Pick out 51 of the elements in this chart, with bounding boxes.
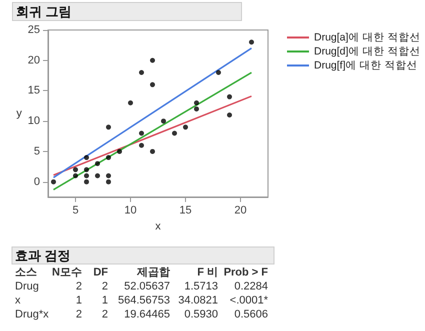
point	[95, 161, 100, 166]
point	[51, 179, 56, 184]
point	[84, 167, 89, 172]
point	[106, 155, 111, 160]
text: 소스 N모수 DF 제곱합 F 비 Prob > F	[15, 266, 268, 278]
point	[227, 112, 232, 118]
text: 효과 검정	[15, 248, 71, 263]
y-tick-label: 15	[28, 84, 40, 97]
point	[150, 58, 155, 63]
point	[73, 167, 78, 172]
point	[227, 94, 232, 100]
x-axis-title: x	[155, 220, 162, 232]
point	[106, 124, 111, 130]
point	[84, 155, 89, 160]
point	[139, 130, 144, 136]
point	[117, 148, 122, 154]
point	[95, 173, 100, 178]
x-tick-label: 15	[179, 204, 192, 216]
point	[84, 179, 89, 184]
point	[84, 173, 89, 178]
y-tick-label: 0	[34, 176, 40, 188]
x-tick-label: 5	[72, 204, 79, 216]
point	[139, 70, 144, 76]
point	[172, 130, 177, 136]
point	[73, 173, 78, 178]
y-axis-title: y	[16, 108, 22, 120]
point	[128, 100, 133, 106]
text: Drug 2 2 52.05637 1.5713 0.2284	[15, 280, 268, 292]
point	[194, 106, 199, 112]
chart-title: 회귀 그림	[16, 4, 72, 19]
text: Drug*x 2 2 19.64465 0.5930 0.5606	[15, 308, 268, 320]
point	[139, 142, 144, 148]
point	[161, 118, 166, 124]
point	[106, 179, 111, 184]
point	[249, 40, 254, 45]
point	[150, 82, 155, 88]
legend-label: Drug[d]에 대한 적합선	[314, 46, 420, 58]
y-tick-label: 5	[34, 145, 40, 158]
x-tick-label: 20	[234, 204, 247, 216]
point	[194, 100, 199, 106]
y-tick-label: 20	[28, 54, 40, 66]
y-tick-label: 25	[28, 24, 40, 36]
legend-label: Drug[a]에 대한 적합선	[314, 32, 420, 44]
text: x 1 1 564.56753 34.0821 <.0001*	[15, 294, 268, 306]
point	[216, 70, 221, 76]
legend-label: Drug[f]에 대한 적합선	[314, 60, 418, 72]
point	[150, 148, 155, 154]
point	[183, 124, 188, 130]
y-tick-label: 10	[28, 115, 40, 128]
x-tick-label: 10	[124, 204, 137, 216]
point	[106, 173, 111, 178]
